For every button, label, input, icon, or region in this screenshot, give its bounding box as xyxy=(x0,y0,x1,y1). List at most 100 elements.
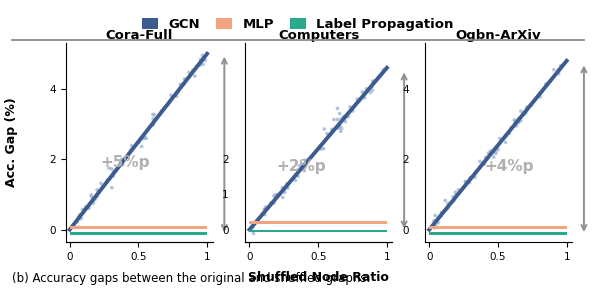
Point xyxy=(263,205,272,210)
Title: Ogbn-ArXiv: Ogbn-ArXiv xyxy=(456,29,541,42)
Point xyxy=(527,103,536,107)
Point xyxy=(430,213,440,218)
Point xyxy=(465,175,475,180)
Point xyxy=(103,178,112,182)
Point xyxy=(86,194,96,199)
Point xyxy=(336,129,346,134)
Point xyxy=(477,162,487,166)
Point xyxy=(495,136,505,141)
Point xyxy=(479,161,489,166)
Point xyxy=(173,90,183,94)
Point xyxy=(480,162,489,166)
Point xyxy=(321,137,331,141)
Point xyxy=(280,186,290,191)
Point xyxy=(294,164,304,168)
Point xyxy=(166,93,176,98)
Point xyxy=(107,185,117,190)
Point xyxy=(194,62,204,67)
Point xyxy=(448,195,458,199)
Point xyxy=(526,102,536,107)
Point xyxy=(117,157,126,162)
Point xyxy=(481,155,491,160)
Point xyxy=(510,118,519,122)
Point xyxy=(324,133,334,138)
Point xyxy=(198,53,207,58)
Point xyxy=(521,111,530,115)
Point xyxy=(554,67,563,72)
Point xyxy=(501,133,511,138)
Title: Computers: Computers xyxy=(278,29,359,42)
Point xyxy=(259,212,268,216)
Point xyxy=(120,157,129,161)
Point xyxy=(516,119,526,123)
Point xyxy=(440,209,449,213)
Point xyxy=(440,198,450,203)
Point xyxy=(76,212,85,217)
Point xyxy=(541,82,551,86)
Point xyxy=(514,120,523,125)
Point xyxy=(470,175,480,179)
Point xyxy=(134,140,144,145)
Point xyxy=(283,186,293,190)
Point xyxy=(367,85,377,90)
Point xyxy=(465,177,475,182)
Point xyxy=(513,119,522,124)
Point xyxy=(519,112,529,117)
Point xyxy=(348,109,358,113)
Point xyxy=(365,90,375,95)
Point xyxy=(502,133,511,138)
Point xyxy=(160,105,169,110)
Point xyxy=(280,190,290,195)
Point xyxy=(316,147,326,151)
Point xyxy=(184,70,194,75)
Point xyxy=(127,143,136,148)
Point xyxy=(489,155,498,159)
Point xyxy=(92,193,102,197)
Point xyxy=(433,215,443,219)
Point xyxy=(70,225,80,230)
Title: Cora-Full: Cora-Full xyxy=(105,29,173,42)
Text: (b) Accuracy gaps between the original and shuffled graphs.: (b) Accuracy gaps between the original a… xyxy=(12,272,370,285)
Point xyxy=(512,119,522,124)
Point xyxy=(340,113,350,118)
Point xyxy=(333,106,342,111)
Point xyxy=(291,172,301,177)
Point xyxy=(542,83,552,88)
Point xyxy=(491,151,501,156)
Point xyxy=(137,144,147,149)
Point xyxy=(486,149,495,153)
Point xyxy=(150,118,160,123)
Point xyxy=(368,79,378,84)
Point xyxy=(335,111,344,116)
Point xyxy=(260,212,269,217)
Point xyxy=(343,115,353,119)
Point xyxy=(461,179,470,184)
Point xyxy=(198,58,208,63)
Point xyxy=(554,71,564,76)
Point xyxy=(506,126,516,130)
Point xyxy=(260,207,269,211)
Point xyxy=(192,64,201,69)
Point xyxy=(76,216,86,221)
Point xyxy=(190,74,200,78)
Point xyxy=(150,112,159,117)
Point xyxy=(542,82,552,87)
Point xyxy=(81,204,91,209)
Point xyxy=(461,180,470,184)
Point xyxy=(465,180,474,185)
Point xyxy=(516,109,526,113)
Point xyxy=(260,207,269,212)
Point xyxy=(484,151,493,155)
Point xyxy=(141,136,150,140)
Point xyxy=(511,124,521,128)
Point xyxy=(336,117,346,122)
Point xyxy=(493,147,503,152)
Text: +5%p: +5%p xyxy=(100,155,150,170)
Point xyxy=(333,117,342,122)
Point xyxy=(74,225,83,229)
Point xyxy=(291,178,300,183)
Point xyxy=(319,127,329,131)
Point xyxy=(437,210,446,215)
Point xyxy=(293,174,303,179)
Point xyxy=(253,219,262,223)
